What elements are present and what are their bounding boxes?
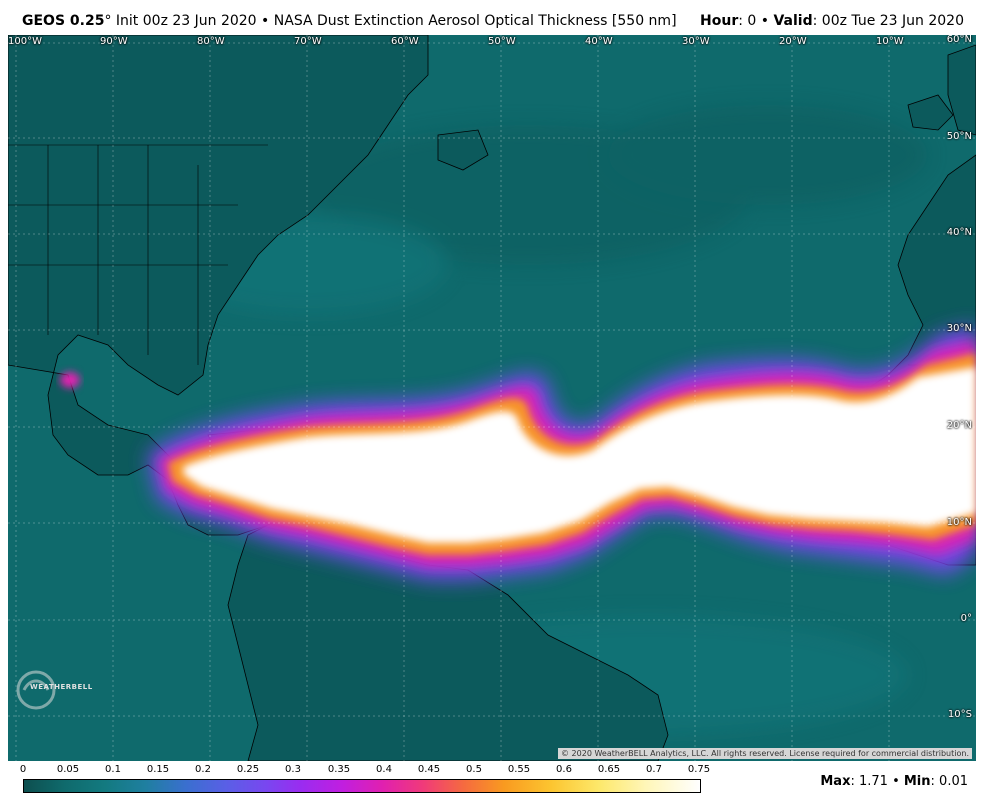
colorbar-tick: 0.2	[195, 764, 211, 775]
lat-label-60n: 60°N	[946, 35, 972, 45]
dust-plume-core	[183, 367, 976, 543]
colorbar-tick: 0.15	[146, 764, 170, 775]
aerosol-map: 100°W 90°W 80°W 70°W 60°W 50°W 40°W 30°W…	[8, 35, 976, 761]
max-label: Max	[820, 774, 851, 789]
lon-label-50w: 50°W	[488, 36, 516, 47]
graticule	[8, 35, 976, 761]
lon-label-40w: 40°W	[585, 36, 613, 47]
lon-label-70w: 70°W	[294, 36, 322, 47]
valid-label: Valid	[773, 13, 813, 29]
init-time: Init 00z 23 Jun 2020	[111, 13, 257, 29]
hour-label: Hour	[700, 13, 739, 29]
lon-label-90w: 90°W	[100, 36, 128, 47]
colorbar-tick: 0.3	[285, 764, 301, 775]
colorbar-tick: 0.1	[105, 764, 121, 775]
model-name: GEOS 0.25	[22, 13, 105, 29]
title-bullet: •	[256, 13, 274, 29]
lon-label-80w: 80°W	[197, 36, 225, 47]
degree-sign: °	[104, 13, 112, 29]
valid-time: Hour: 0 • Valid: 00z Tue 23 Jun 2020	[700, 13, 964, 29]
lat-label-20n: 20°N	[946, 420, 972, 431]
colorbar-tick: 0.65	[597, 764, 621, 775]
maxmin-bullet: •	[887, 774, 904, 789]
colorbar-tick: 0.45	[417, 764, 441, 775]
newfoundland-land	[437, 129, 489, 171]
map-title: GEOS 0.25° Init 00z 23 Jun 2020 • NASA D…	[22, 13, 677, 29]
lat-label-10s: 10°S	[947, 709, 972, 720]
colorbar-tick: 0.5	[466, 764, 482, 775]
max-value: : 1.71	[850, 774, 888, 789]
colorbar-tick: 0.75	[687, 764, 711, 775]
ireland-land	[907, 94, 954, 131]
map-header: GEOS 0.25° Init 00z 23 Jun 2020 • NASA D…	[0, 0, 984, 40]
colorbar-tick: 0.6	[556, 764, 572, 775]
lat-label-0: 0°	[960, 613, 972, 624]
colorbar-tick: 0.7	[646, 764, 662, 775]
colorbar-tick: 0.05	[56, 764, 80, 775]
valid-bullet: •	[756, 13, 774, 29]
lon-label-10w: 10°W	[876, 36, 904, 47]
colorbar-tick: 0.25	[236, 764, 260, 775]
lon-label-20w: 20°W	[779, 36, 807, 47]
logo-text: WEATHERBELL	[30, 683, 93, 691]
lat-label-10n: 10°N	[946, 517, 972, 528]
lon-label-100w: 100°W	[8, 36, 42, 47]
min-value: : 0.01	[930, 774, 968, 789]
colorbar	[23, 779, 701, 793]
colorbar-tick: 0.35	[327, 764, 351, 775]
britain-land	[947, 44, 976, 136]
weatherbell-logo-icon	[16, 670, 56, 710]
copyright-notice: © 2020 WeatherBELL Analytics, LLC. All r…	[558, 748, 972, 759]
map-graphic	[8, 35, 976, 761]
valid-value: : 00z Tue 23 Jun 2020	[812, 13, 964, 29]
colorbar-tick: 0.4	[376, 764, 392, 775]
lat-label-30n: 30°N	[946, 323, 972, 334]
lon-label-60w: 60°W	[391, 36, 419, 47]
min-label: Min	[903, 774, 931, 789]
colorbar-tick: 0.55	[507, 764, 531, 775]
lat-label-40n: 40°N	[946, 227, 972, 238]
lat-label-50n: 50°N	[946, 131, 972, 142]
hour-value: : 0	[738, 13, 757, 29]
product-name: NASA Dust Extinction Aerosol Optical Thi…	[273, 13, 677, 29]
lon-label-30w: 30°W	[682, 36, 710, 47]
gulf-dust-patch	[60, 372, 80, 388]
max-min-readout: Max: 1.71 • Min: 0.01	[820, 774, 968, 789]
colorbar-tick: 0	[19, 764, 27, 775]
